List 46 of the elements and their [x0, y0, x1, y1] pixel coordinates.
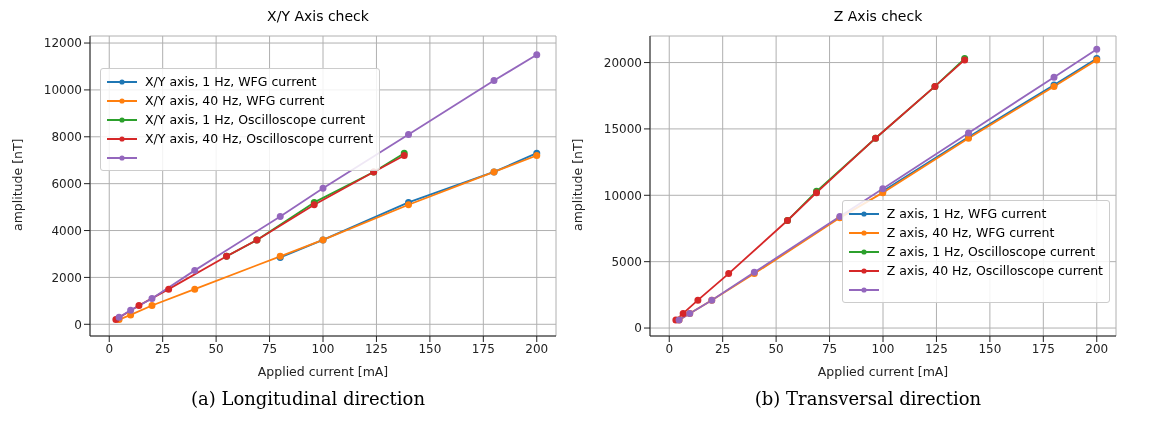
x-tick-label: 200 [1085, 341, 1109, 356]
y-tick-label: 20000 [603, 55, 642, 70]
y-axis-title: amplitude [nT] [10, 138, 26, 231]
chart-title: X/Y Axis check [266, 8, 370, 26]
legend-label: Z axis, 40 Hz, Oscilloscope current [886, 263, 1103, 278]
text: (a) Longitudinal direction [189, 388, 427, 409]
y-tick-label: 10000 [43, 83, 82, 98]
x-tick-label: 125 [364, 341, 388, 356]
legend-label: Z axis, 1 Hz, Oscilloscope current [886, 244, 1096, 259]
y-tick-label: 15000 [603, 122, 642, 137]
y-tick-label: 8000 [51, 130, 82, 145]
y-tick-label: 12000 [43, 36, 82, 51]
x-tick-label: 175 [1031, 341, 1055, 356]
x-tick-label: 175 [471, 341, 495, 356]
x-axis-title: Applied current [mA] [817, 364, 949, 379]
y-axis-title: amplitude [nT] [570, 138, 586, 231]
legend-label: Z axis, 1 Hz, WFG current [886, 206, 1047, 221]
legend-label: X/Y axis, 1 Hz, Oscilloscope current [145, 112, 366, 127]
x-axis-title: Applied current [mA] [257, 364, 389, 379]
legend-label: X/Y axis, 1 Hz, WFG current [145, 74, 317, 89]
x-tick-label: 100 [311, 341, 335, 356]
x-tick-label: 75 [261, 341, 278, 356]
x-tick-label: 0 [665, 341, 674, 356]
x-tick-label: 25 [155, 341, 171, 356]
y-tick-label: 0 [634, 321, 642, 336]
x-tick-label: 25 [715, 341, 731, 356]
y-tick-label: 10000 [603, 188, 642, 203]
y-tick-label: 0 [74, 317, 82, 332]
legend-label: X/Y axis, 40 Hz, WFG current [145, 93, 325, 108]
legend-label: Z axis, 40 Hz, WFG current [886, 225, 1055, 240]
text: (b) Transversal direction [753, 388, 983, 409]
chart-title: Z Axis check [832, 8, 924, 26]
y-tick-label: 2000 [51, 270, 82, 285]
x-tick-label: 150 [418, 341, 442, 356]
y-tick-label: 5000 [611, 254, 642, 269]
y-tick-label: 4000 [51, 223, 82, 238]
x-tick-label: 50 [208, 341, 224, 356]
x-tick-label: 100 [871, 341, 895, 356]
x-tick-label: 0 [105, 341, 114, 356]
x-tick-label: 75 [821, 341, 838, 356]
y-tick-label: 6000 [51, 176, 82, 191]
x-tick-label: 50 [768, 341, 784, 356]
x-tick-label: 150 [978, 341, 1002, 356]
x-tick-label: 200 [525, 341, 549, 356]
x-tick-label: 125 [924, 341, 948, 356]
legend-label: X/Y axis, 40 Hz, Oscilloscope current [145, 131, 374, 146]
